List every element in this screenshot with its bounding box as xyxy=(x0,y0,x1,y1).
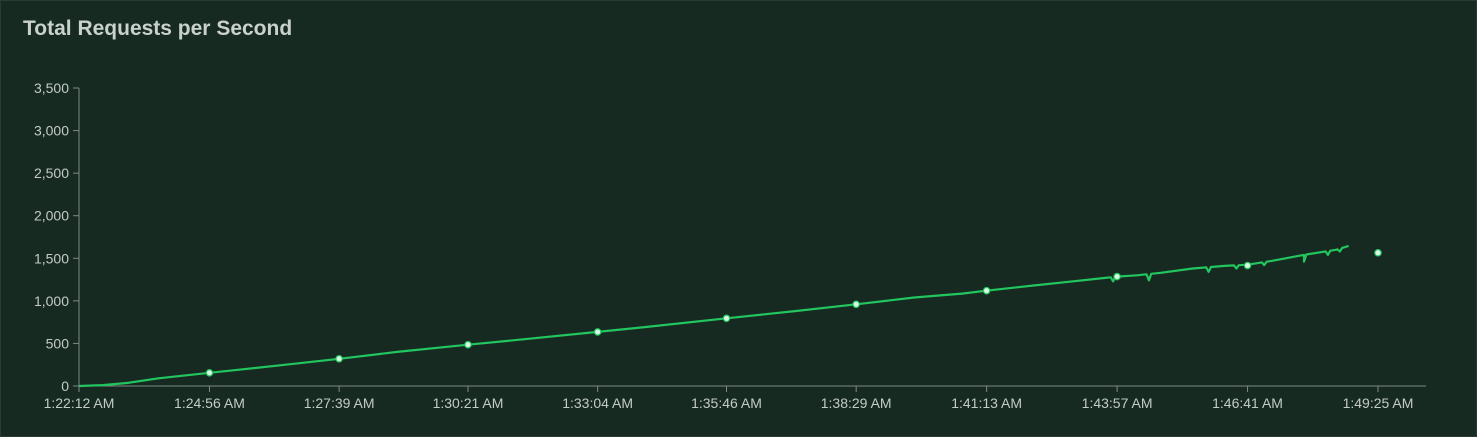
data-point xyxy=(335,354,343,363)
series-line xyxy=(78,244,1349,388)
y-tick-label: 500 xyxy=(46,335,70,351)
data-point xyxy=(852,300,860,309)
x-tick-label: 1:30:21 AM xyxy=(433,395,504,411)
x-tick-label: 1:27:39 AM xyxy=(304,395,375,411)
data-point xyxy=(593,328,602,336)
data-point xyxy=(1243,261,1252,270)
x-tick-label: 1:41:13 AM xyxy=(951,395,1022,411)
data-point xyxy=(982,286,991,295)
y-tick-label: 2,500 xyxy=(34,165,69,181)
data-point xyxy=(205,369,214,377)
data-point xyxy=(1113,272,1121,281)
y-tick-label: 1,000 xyxy=(34,293,69,309)
x-tick-label: 1:46:41 AM xyxy=(1212,395,1283,411)
x-tick-label: 1:24:56 AM xyxy=(174,395,245,411)
x-tick-label: 1:38:29 AM xyxy=(821,395,892,411)
y-tick-label: 3,500 xyxy=(34,80,69,96)
x-tick-label: 1:33:04 AM xyxy=(562,395,633,411)
data-point xyxy=(1374,248,1382,257)
y-tick-label: 0 xyxy=(61,378,69,394)
chart-title: Total Requests per Second xyxy=(23,17,293,40)
x-tick-label: 1:43:57 AM xyxy=(1082,395,1153,411)
data-point xyxy=(722,314,731,323)
y-tick-label: 3,000 xyxy=(34,123,69,139)
x-tick-label: 1:22:12 AM xyxy=(44,395,115,411)
y-tick-label: 1,500 xyxy=(34,250,69,266)
data-point xyxy=(464,340,472,349)
x-tick-label: 1:49:25 AM xyxy=(1343,395,1414,411)
x-tick-label: 1:35:46 AM xyxy=(691,395,762,411)
y-tick-label: 2,000 xyxy=(34,208,69,224)
